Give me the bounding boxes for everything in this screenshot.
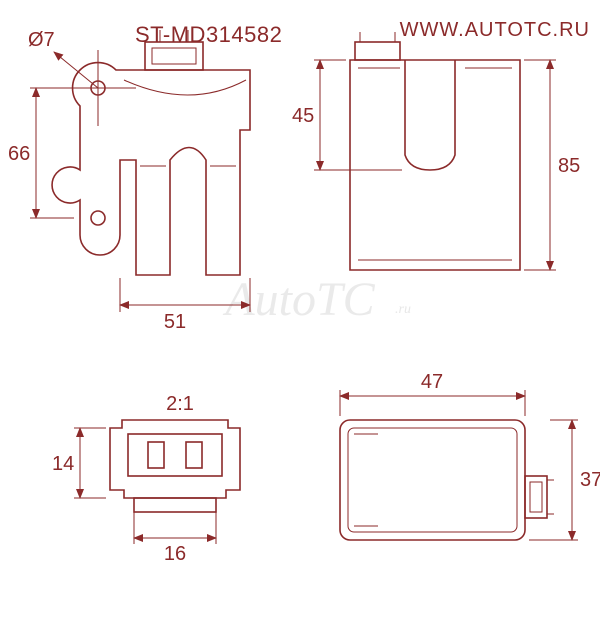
side-connector-top [355,42,400,60]
dim-top-width: 47 [340,371,525,416]
dim-notch-depth: 45 [292,60,402,170]
svg-text:37: 37 [580,469,600,491]
dim-top-height: 37 [529,420,600,540]
svg-text:16: 16 [164,543,186,565]
watermark-sub: .ru [395,302,411,317]
source-url: WWW.AUTOTC.RU [400,19,590,41]
part-number: ST-MD314582 [135,22,282,47]
mount-hole-bottom [91,211,105,225]
svg-text:51: 51 [164,311,186,333]
top-body [340,420,525,540]
side-body-outline [350,60,520,270]
connector-outer [110,420,240,498]
svg-text:85: 85 [558,155,580,177]
dim-connector-height: 14 [52,428,106,498]
dia-leader [54,52,98,88]
dim-lug-pitch: 66 [8,88,74,218]
svg-text:45: 45 [292,105,314,127]
connector-pin-2 [186,442,202,468]
connector-detail: 16 14 [52,420,240,565]
dim-hole-dia: Ø7 [28,29,55,51]
dim-connector-width: 16 [134,514,216,565]
dim-side-height: 85 [524,60,580,270]
top-body-inner [348,428,517,532]
watermark: AutoTC .ru [222,273,411,326]
svg-text:14: 14 [52,453,74,475]
connector-inner [128,434,222,476]
connector-pin-1 [148,442,164,468]
watermark-main: AutoTC [222,273,375,326]
front-body-outline [52,63,250,275]
front-view: Ø7 66 51 [8,29,250,333]
side-view: 45 85 [292,32,580,270]
top-connector-side [525,476,554,518]
connector-base [134,498,216,512]
svg-text:47: 47 [421,371,443,393]
svg-text:66: 66 [8,143,30,165]
side-notch [405,60,455,170]
top-view: 47 37 [340,371,600,540]
connector-ratio: 2:1 [166,393,194,415]
